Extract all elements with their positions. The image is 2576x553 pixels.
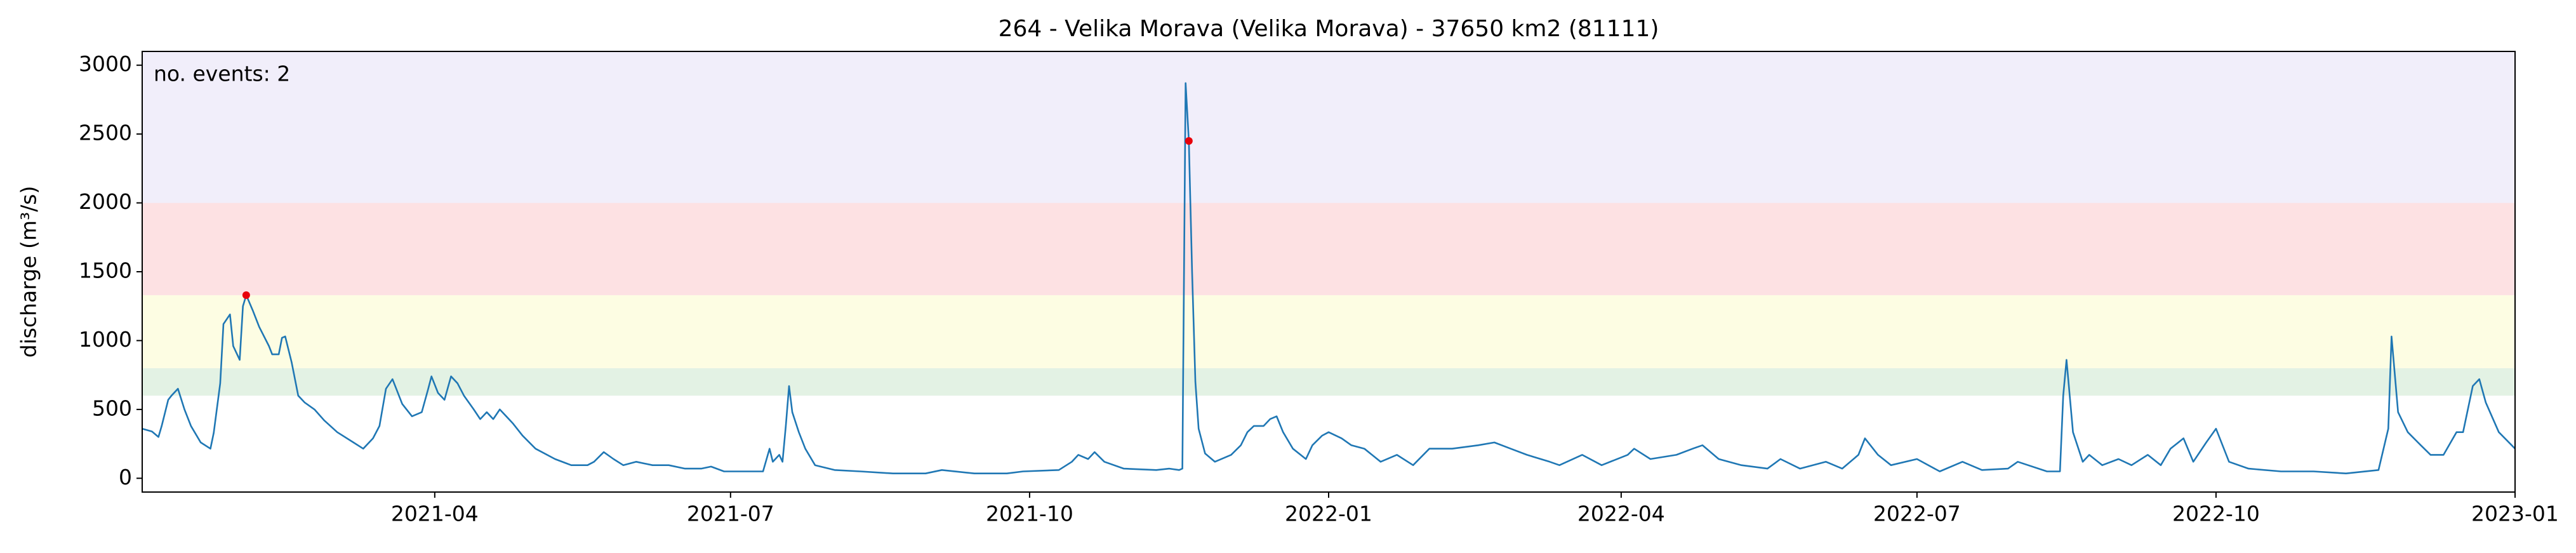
y-tick-label: 3000: [79, 51, 132, 76]
y-tick-label: 0: [119, 465, 132, 490]
threshold-band: [142, 51, 2515, 203]
threshold-band: [142, 295, 2515, 368]
event-point: [1185, 137, 1193, 145]
x-tick-label: 2021-10: [986, 502, 1073, 526]
y-tick-label: 1500: [79, 258, 132, 283]
y-tick-label: 2000: [79, 189, 132, 214]
events-annotation: no. events: 2: [154, 62, 290, 86]
x-tick-label: 2022-07: [1873, 502, 1961, 526]
x-tick-label: 2022-04: [1577, 502, 1665, 526]
y-tick-label: 500: [92, 396, 132, 420]
y-tick-label: 2500: [79, 121, 132, 145]
x-tick-label: 2021-07: [687, 502, 774, 526]
x-tick-label: 2023-01: [2471, 502, 2559, 526]
y-axis-label: discharge (m³/s): [17, 186, 41, 358]
y-tick-label: 1000: [79, 327, 132, 352]
discharge-line: [142, 82, 2516, 474]
chart-title: 264 - Velika Morava (Velika Morava) - 37…: [999, 16, 1659, 42]
x-tick-label: 2021-04: [391, 502, 479, 526]
threshold-band: [142, 368, 2515, 396]
event-point: [242, 291, 250, 299]
x-tick-label: 2022-10: [2172, 502, 2260, 526]
x-tick-label: 2022-01: [1285, 502, 1372, 526]
axes-frame: [142, 51, 2516, 493]
threshold-band: [142, 203, 2515, 295]
